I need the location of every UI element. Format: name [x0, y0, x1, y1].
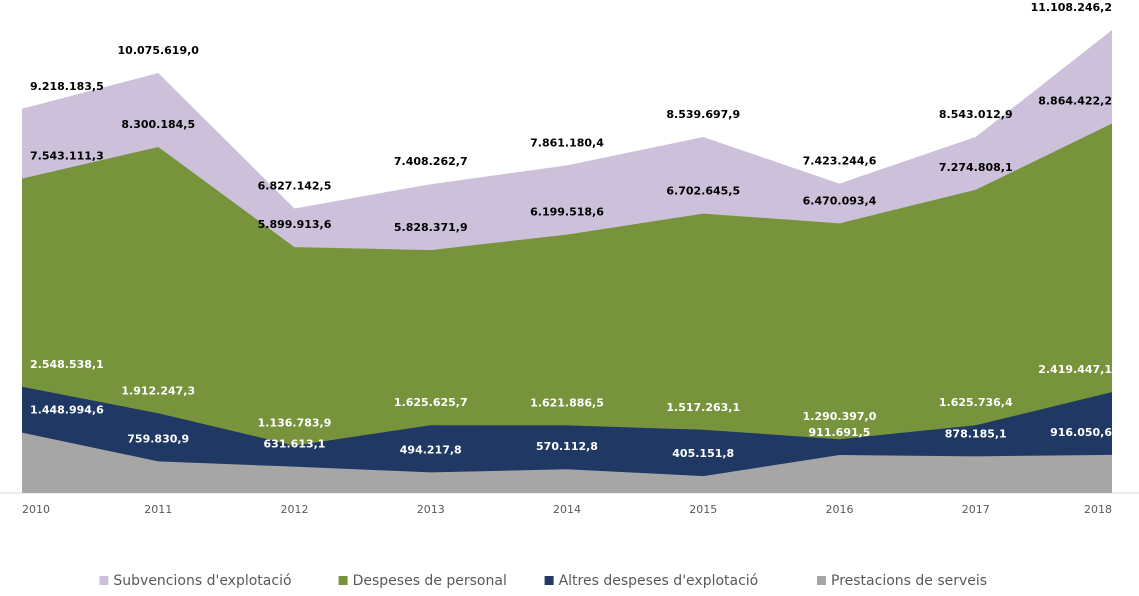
value-label: 1.625.736,4 — [939, 396, 1013, 409]
value-label: 494.217,8 — [400, 443, 462, 456]
value-label: 11.108.246,2 — [1031, 1, 1112, 14]
value-label: 1.448.994,6 — [30, 404, 104, 417]
value-label: 8.543.012,9 — [939, 108, 1013, 121]
value-label: 1.621.886,5 — [530, 396, 604, 409]
value-label: 6.827.142,5 — [258, 179, 332, 192]
value-label: 405.151,8 — [672, 447, 734, 460]
x-tick-label: 2018 — [1084, 503, 1112, 516]
value-label: 10.075.619,0 — [118, 44, 200, 57]
value-label: 6.199.518,6 — [530, 206, 604, 219]
value-label: 1.517.263,1 — [666, 401, 740, 414]
value-label: 5.828.371,9 — [394, 221, 468, 234]
value-label: 7.274.808,1 — [939, 161, 1013, 174]
legend-swatch — [817, 576, 826, 585]
value-label: 2.548.538,1 — [30, 358, 104, 371]
value-label: 7.861.180,4 — [530, 136, 604, 149]
area — [22, 432, 1112, 493]
legend-label: Despeses de personal — [353, 573, 507, 589]
value-label: 8.300.184,5 — [121, 118, 195, 131]
value-label: 1.136.783,9 — [258, 417, 332, 430]
legend-label: Prestacions de serveis — [831, 573, 987, 589]
value-label: 1.912.247,3 — [121, 384, 195, 397]
x-tick-label: 2010 — [22, 503, 50, 516]
x-tick-label: 2016 — [826, 503, 854, 516]
value-label: 631.613,1 — [264, 438, 326, 451]
legend-swatch — [99, 576, 109, 585]
x-tick-label: 2014 — [553, 503, 581, 516]
value-label: 1.290.397,0 — [803, 410, 877, 423]
value-label: 878.185,1 — [945, 427, 1007, 440]
value-label: 5.899.913,6 — [258, 218, 332, 231]
x-tick-label: 2013 — [417, 503, 445, 516]
value-label: 7.423.244,6 — [803, 155, 877, 168]
value-label: 7.543.111,3 — [30, 150, 104, 163]
value-label: 8.864.422,2 — [1038, 95, 1112, 108]
value-label: 8.539.697,9 — [666, 108, 740, 121]
value-label: 6.470.093,4 — [803, 194, 877, 207]
legend-label: Subvencions d'explotació — [113, 573, 291, 589]
legend-swatch — [338, 576, 348, 585]
area — [22, 123, 1112, 493]
value-label: 570.112,8 — [536, 440, 598, 453]
x-tick-label: 2011 — [144, 503, 172, 516]
x-tick-label: 2015 — [689, 503, 717, 516]
value-label: 759.830,9 — [127, 432, 189, 445]
value-label: 916.050,6 — [1050, 426, 1112, 439]
legend-label: Altres despeses d'explotació — [559, 573, 759, 589]
value-label: 911.691,5 — [809, 426, 871, 439]
x-tick-label: 2017 — [962, 503, 990, 516]
value-label: 1.625.625,7 — [394, 396, 468, 409]
value-label: 6.702.645,5 — [666, 185, 740, 198]
value-label: 9.218.183,5 — [30, 80, 104, 93]
x-tick-label: 2012 — [281, 503, 309, 516]
value-label: 2.419.447,1 — [1038, 363, 1112, 376]
value-label: 7.408.262,7 — [394, 155, 468, 168]
legend-swatch — [544, 576, 554, 585]
